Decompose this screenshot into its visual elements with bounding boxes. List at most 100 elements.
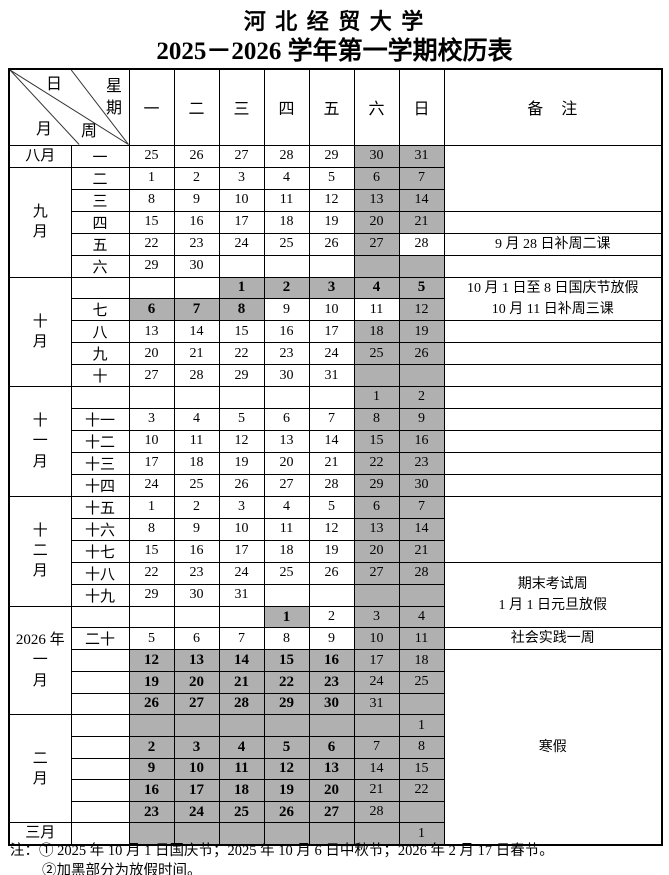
day-cell: 29 [128,583,175,607]
day-cell: 18 [218,779,265,802]
remark-cell [443,144,663,212]
day-cell: 24 [218,232,265,256]
day-cell: 28 [308,473,355,497]
day-cell: 27 [353,561,400,585]
day-cell: 18 [353,320,400,344]
day-cell [398,692,445,716]
month-cell: 三月 [8,822,72,846]
calendar-row: 十六 8 9 10 11 12 13 14 [9,517,662,541]
day-cell [173,822,220,846]
month-label-line: 月 [32,563,48,580]
week-number-cell: 二 [70,166,130,190]
day-cell: 15 [353,429,400,453]
day-cell: 15 [218,320,265,344]
day-cell: 17 [128,451,175,475]
day-cell: 7 [308,407,355,431]
day-cell [398,583,445,607]
day-cell: 28 [353,800,400,824]
week-number-cell: 十九 [70,583,130,607]
day-cell: 6 [128,298,175,322]
day-cell: 4 [398,605,445,629]
day-cell: 30 [173,583,220,607]
calendar-header-row: 日星期月周一二三四五六日备 注 [8,68,663,146]
day-cell: 7 [353,735,400,759]
day-cell: 26 [308,232,355,256]
day-cell: 3 [218,166,265,190]
day-cell: 28 [398,232,445,256]
day-cell: 1 [128,495,175,519]
calendar-row: 六 29 30 [9,254,663,278]
day-cell: 29 [263,692,310,716]
calendar-row: 十二月十五 1 2 3 4 5 6 7 [8,495,663,607]
day-cell: 1 [128,166,175,190]
day-cell: 17 [353,649,400,672]
day-cell [263,583,310,607]
day-cell: 7 [173,298,220,322]
calendar-row: 五 22 23 24 25 26 27 28 9 月 28 日补周二课 [9,232,663,256]
calendar-row: 19 20 21 22 23 24 25 [9,671,662,694]
day-cell: 20 [308,779,355,802]
weekday-header-2: 二 [173,68,220,146]
day-cell: 5 [128,627,175,651]
day-cell: 1 [398,714,445,737]
week-number-cell [70,605,130,629]
day-cell: 31 [218,583,265,607]
day-cell: 9 [398,407,445,431]
day-cell: 14 [353,757,400,781]
day-cell: 19 [218,451,265,475]
day-cell: 2 [128,735,175,759]
week-number-cell: 四 [70,210,130,234]
day-cell: 20 [353,539,400,563]
day-cell [128,386,175,409]
day-cell: 16 [173,210,220,234]
day-cell: 12 [308,517,355,541]
day-cell: 12 [218,429,265,453]
day-cell: 19 [263,779,310,802]
day-cell: 1 [218,276,265,300]
footnote-holidays: 注：① 2025 年 10 月 1 日国庆节；2025 年 10 月 6 日中秋… [10,843,554,859]
remark-cell [443,407,663,431]
day-cell: 3 [353,605,400,629]
day-cell: 28 [218,692,265,716]
week-number-cell [70,800,130,824]
calendar-row: 12 13 14 15 16 17 18 寒假 [9,649,663,846]
day-cell: 29 [308,144,355,168]
day-cell [353,364,400,388]
day-cell: 15 [398,757,445,781]
day-cell: 7 [398,166,445,190]
diagonal-label-day: 日 [46,76,63,93]
day-cell: 18 [263,539,310,563]
remark-cell [443,473,663,497]
day-cell [218,714,265,737]
day-cell: 12 [308,188,355,212]
remark-line: 期末考试周 [517,577,588,593]
day-cell: 14 [308,429,355,453]
week-number-cell [70,649,130,672]
day-cell [173,605,220,629]
week-number-cell: 九 [70,342,130,366]
day-cell: 10 [173,757,220,781]
remark-line: 10 月 1 日至 8 日国庆节放假 [467,280,639,296]
remark-line: 社会实践一周 [510,631,595,647]
day-cell: 27 [128,364,175,388]
day-cell: 22 [398,779,445,802]
month-label-line: 月 [32,672,48,689]
day-cell: 11 [173,429,220,453]
remark-cell: 寒假 [443,649,663,846]
day-cell: 5 [263,735,310,759]
day-cell [128,276,175,300]
day-cell: 1 [263,605,310,629]
day-cell: 8 [353,407,400,431]
day-cell: 19 [398,320,445,344]
day-cell: 21 [173,342,220,366]
day-cell: 26 [173,144,220,168]
month-label-line: 月 [32,770,48,787]
day-cell: 5 [398,276,445,300]
day-cell: 25 [263,232,310,256]
month-label-line: 月 [32,224,48,240]
day-cell: 21 [308,451,355,475]
week-number-cell [70,779,130,802]
day-cell: 13 [308,757,355,781]
